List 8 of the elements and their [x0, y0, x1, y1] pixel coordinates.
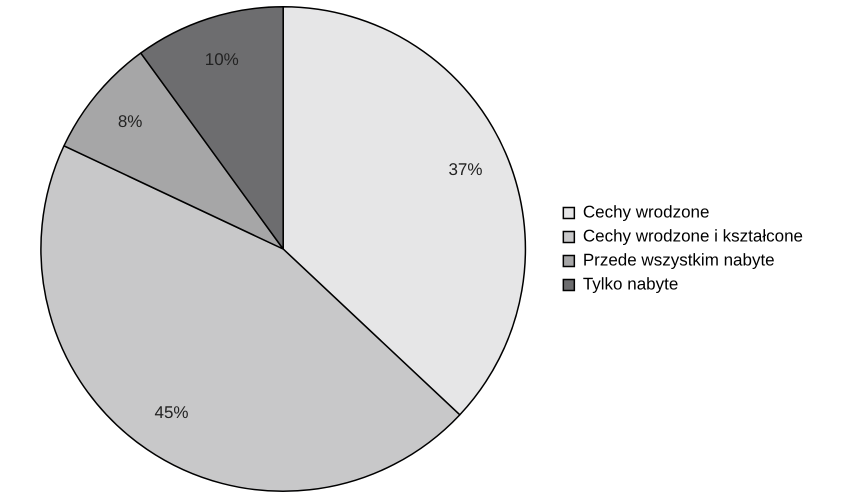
data-label: 45%	[154, 402, 189, 422]
legend-label: Przede wszystkim nabyte	[582, 250, 775, 270]
legend-label: Tylko nabyte	[582, 274, 678, 294]
data-label: 37%	[448, 160, 482, 179]
data-label: 10%	[204, 50, 239, 69]
data-label: 8%	[118, 112, 142, 132]
legend-label: Cechy wrodzone i kształcone	[582, 226, 804, 246]
legend-label: Cechy wrodzone	[582, 202, 710, 222]
